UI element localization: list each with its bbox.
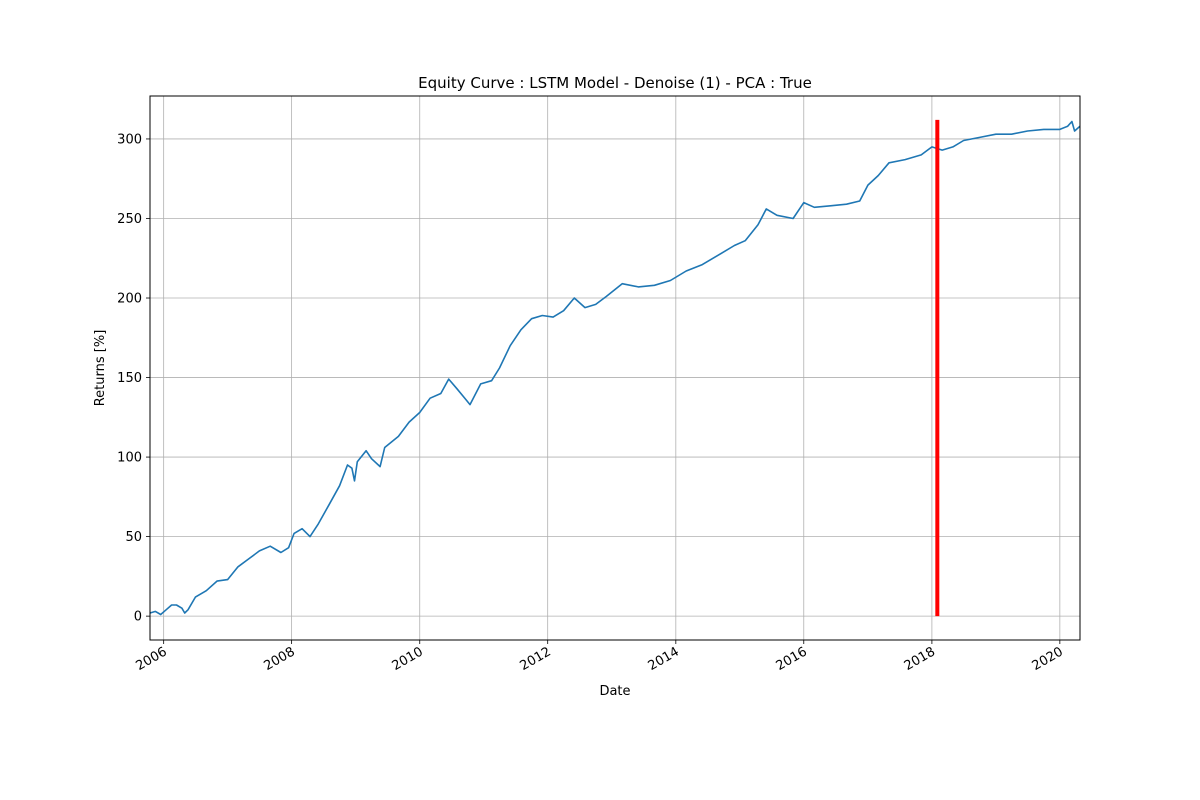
y-tick-label: 250 (117, 212, 142, 227)
y-axis-label: Returns [%] (93, 330, 108, 407)
grid-lines (150, 96, 1080, 640)
equity-curve-line (149, 120, 1081, 616)
y-tick-label: 50 (125, 530, 142, 545)
plot-area (149, 119, 1081, 617)
axes-frame (149, 95, 1081, 641)
y-tick-label: 150 (117, 371, 142, 386)
y-tick-label: 200 (117, 292, 142, 307)
y-tick-label: 100 (117, 451, 142, 466)
x-axis-label: Date (599, 684, 630, 699)
chart-title: Equity Curve : LSTM Model - Denoise (1) … (418, 74, 812, 92)
y-tick-label: 0 (134, 610, 142, 625)
y-tick-label: 300 (117, 132, 142, 147)
